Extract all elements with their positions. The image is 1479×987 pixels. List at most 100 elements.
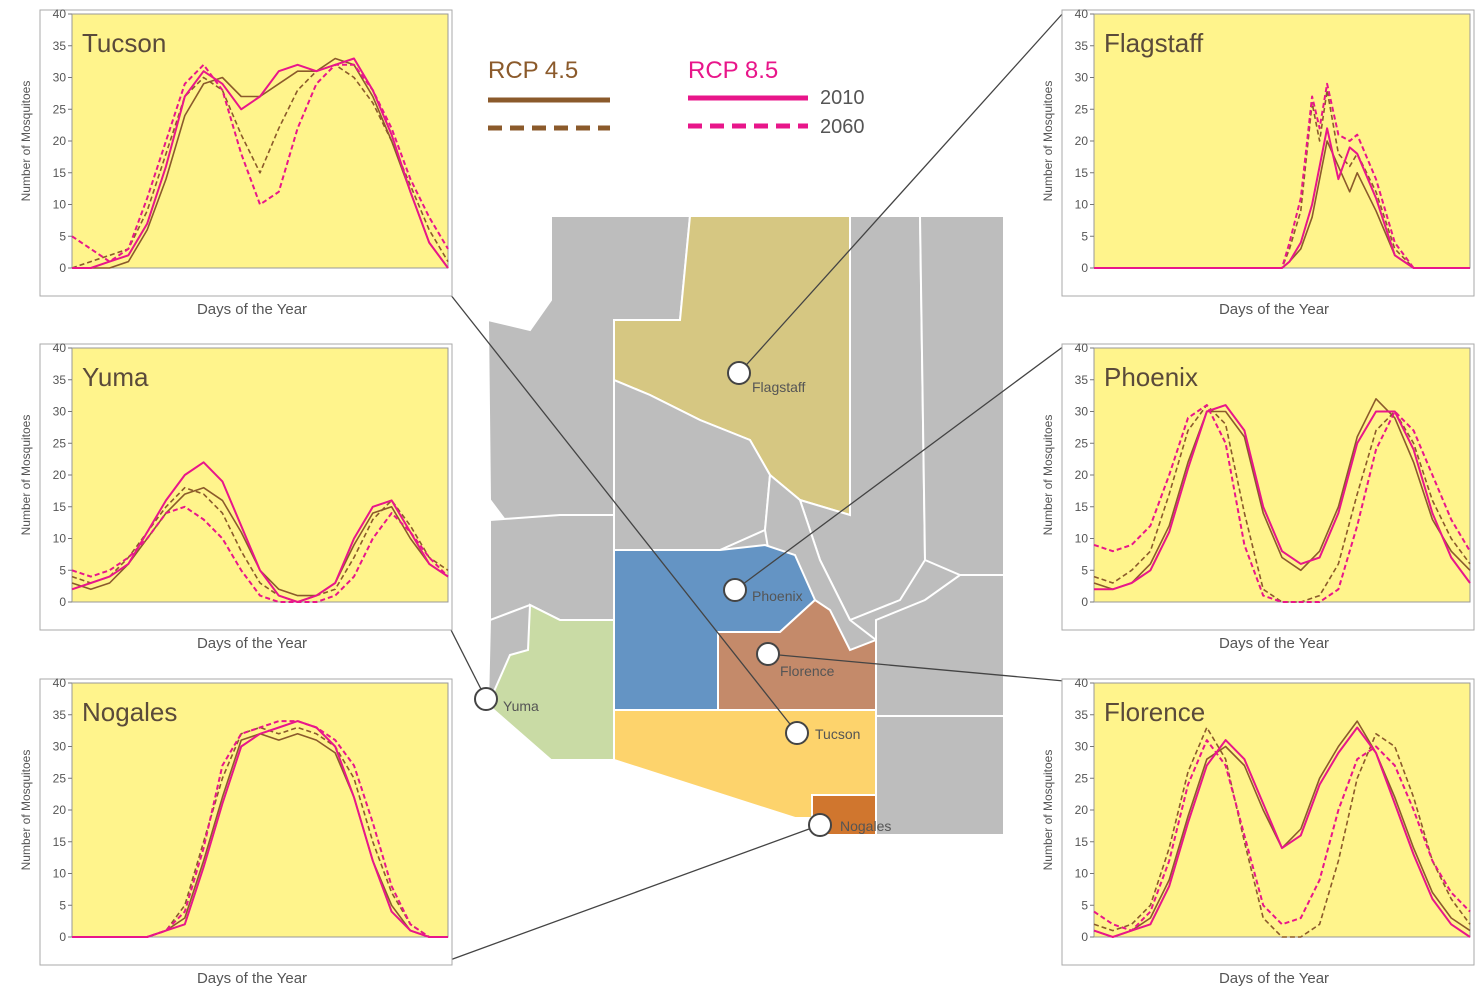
y-tick-label: 15 [1075, 500, 1089, 514]
y-tick-label: 35 [1075, 373, 1089, 387]
map-county-apache [918, 215, 1005, 576]
y-tick-label: 30 [53, 71, 67, 85]
y-tick-label: 5 [59, 229, 66, 243]
y-tick-label: 10 [53, 867, 67, 881]
x-axis-label: Days of the Year [197, 301, 307, 318]
legend-rcp85-label: RCP 8.5 [688, 57, 778, 84]
plot-area [71, 347, 449, 603]
y-tick-label: 20 [53, 468, 67, 482]
series-line-3 [1093, 726, 1471, 938]
y-tick-label: 40 [53, 7, 67, 21]
series-line-3 [72, 720, 448, 938]
series-line-4 [1093, 404, 1471, 603]
series-line-2 [1093, 726, 1471, 938]
series-line-2 [72, 726, 448, 938]
chart-panel-yuma: 0 5 10 15 20 25 30 35 40 Number of Mosquitoes Days… [19, 341, 453, 652]
series-line-2 [71, 486, 449, 603]
y-tick-label: 25 [1075, 102, 1089, 116]
marker-flagstaff [727, 361, 751, 385]
connector-tucson [449, 293, 798, 734]
y-tick-label: 20 [1075, 134, 1089, 148]
y-tick-label: 5 [1081, 563, 1088, 577]
plot-area [71, 13, 449, 269]
plot-area [1093, 682, 1471, 938]
y-tick-label: 40 [1075, 7, 1089, 21]
chart-title: Yuma [82, 362, 149, 392]
chart-title: Tucson [82, 28, 166, 58]
y-tick-label: 5 [1081, 898, 1088, 912]
y-tick-label: 30 [1075, 740, 1089, 754]
chart-title: Flagstaff [1104, 28, 1204, 58]
y-tick-label: 0 [59, 595, 66, 609]
chart-title: Phoenix [1104, 362, 1198, 392]
x-axis-label: Days of the Year [1219, 970, 1329, 987]
chart-panel-tucson: 0 5 10 15 20 25 30 35 40 Number of Mosquitoes Days… [19, 7, 453, 318]
legend-year-2060: 2060 [820, 116, 865, 138]
x-axis-label: Days of the Year [1219, 635, 1329, 652]
y-tick-label: 25 [53, 771, 67, 785]
map-label-florence: Florence [780, 663, 835, 679]
series-line-3 [1094, 404, 1471, 591]
series-line-1 [1093, 397, 1471, 591]
marker-florence [756, 642, 780, 666]
y-tick-label: 5 [59, 898, 66, 912]
y-tick-label: 30 [1075, 405, 1089, 419]
connector-lines [449, 11, 1065, 961]
y-tick-label: 40 [53, 676, 67, 690]
y-tick-label: 15 [53, 835, 67, 849]
legend-year-2010: 2010 [820, 87, 865, 109]
y-tick-label: 20 [53, 803, 67, 817]
y-tick-label: 0 [1081, 930, 1088, 944]
chart-panel-florence: 0 5 10 15 20 25 30 35 40 Number of Mosquitoes Days… [1041, 676, 1475, 987]
y-tick-label: 15 [1075, 166, 1089, 180]
x-axis-label: Days of the Year [197, 970, 307, 987]
y-tick-label: 0 [59, 261, 66, 275]
chart-panel-nogales: 0 5 10 15 20 25 30 35 40 Number of Mosquitoes Days… [19, 676, 453, 987]
x-axis-label: Days of the Year [197, 635, 307, 652]
map-label-yuma: Yuma [503, 698, 539, 714]
y-tick-label: 5 [59, 563, 66, 577]
y-tick-label: 0 [1081, 261, 1088, 275]
connector-phoenix [734, 345, 1065, 591]
y-tick-label: 40 [1075, 676, 1089, 690]
x-axis-label: Days of the Year [1219, 301, 1329, 318]
y-tick-label: 25 [53, 436, 67, 450]
connector-flagstaff [738, 11, 1065, 374]
y-tick-label: 20 [1075, 803, 1089, 817]
y-tick-label: 30 [1075, 71, 1089, 85]
y-tick-label: 15 [53, 166, 67, 180]
y-tick-label: 5 [1081, 229, 1088, 243]
marker-phoenix [723, 578, 747, 602]
y-axis-label: Number of Mosquitoes [1041, 81, 1055, 202]
series-line-4 [71, 505, 449, 603]
y-axis-label: Number of Mosquitoes [1041, 750, 1055, 871]
series-line-2 [71, 64, 449, 269]
y-axis-label: Number of Mosquitoes [19, 415, 33, 536]
y-tick-label: 10 [53, 532, 67, 546]
y-tick-label: 10 [1075, 532, 1089, 546]
connector-yuma [449, 627, 487, 700]
y-tick-label: 40 [1075, 341, 1089, 355]
marker-tucson [785, 721, 809, 745]
y-tick-label: 25 [1075, 771, 1089, 785]
chart-panel-phoenix: 0 5 10 15 20 25 30 35 40 Number of Mosquitoes Days… [1041, 341, 1475, 652]
y-axis-label: Number of Mosquitoes [1041, 415, 1055, 536]
y-axis-label: Number of Mosquitoes [19, 750, 33, 871]
y-tick-label: 35 [53, 373, 67, 387]
chart-title: Florence [1104, 697, 1205, 727]
y-tick-label: 0 [59, 930, 66, 944]
series-line-3 [72, 57, 449, 269]
y-tick-label: 35 [53, 708, 67, 722]
y-tick-label: 30 [53, 740, 67, 754]
chart-title: Nogales [82, 697, 177, 727]
map-label-phoenix: Phoenix [752, 588, 803, 604]
y-tick-label: 20 [1075, 468, 1089, 482]
series-line-2 [1093, 404, 1471, 603]
map-county-lapaz [489, 514, 615, 622]
y-tick-label: 20 [53, 134, 67, 148]
map-county-yuma [486, 603, 615, 761]
arizona-county-map [486, 215, 1005, 836]
y-tick-label: 35 [1075, 39, 1089, 53]
y-tick-label: 35 [53, 39, 67, 53]
